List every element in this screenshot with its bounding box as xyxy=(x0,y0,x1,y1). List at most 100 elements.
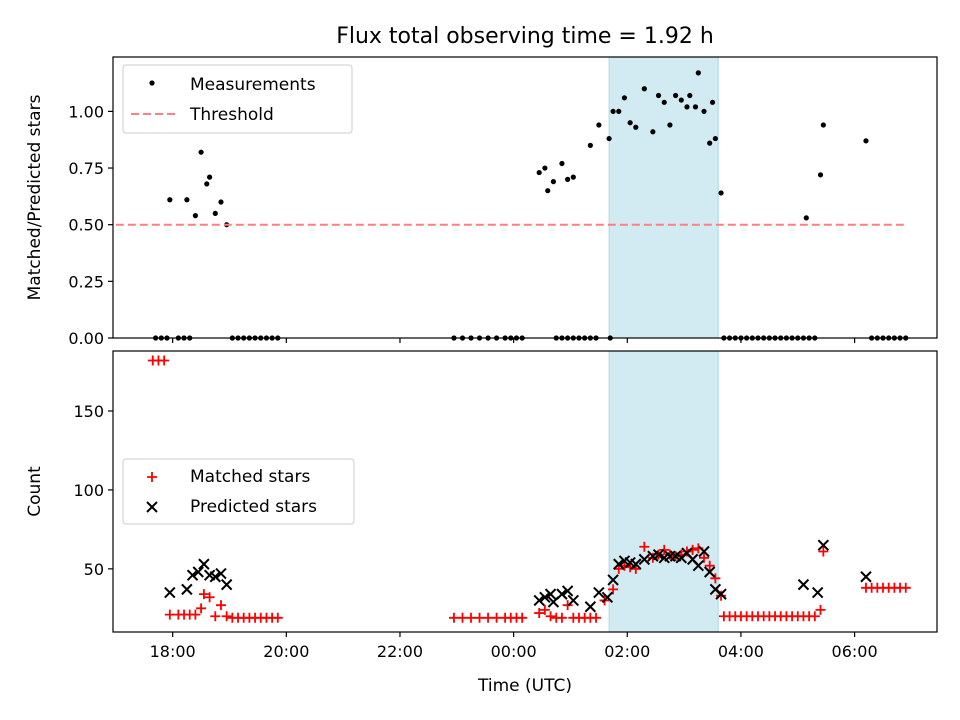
measurement-point xyxy=(587,142,593,148)
measurement-point xyxy=(817,172,824,178)
legend-box xyxy=(122,64,353,134)
matched-star-point xyxy=(556,612,567,623)
measurement-point xyxy=(661,99,667,105)
predicted-star-point xyxy=(567,594,580,607)
predicted-star-point xyxy=(539,591,551,603)
predicted-star-point xyxy=(561,585,574,597)
predicted-star-point xyxy=(164,586,176,599)
legend-box xyxy=(122,458,355,525)
predicted-star-point xyxy=(652,548,665,561)
top-panel: 0.00 0.25 0.50 0.75 1.00 Matched/Predicted st… xyxy=(25,56,938,348)
predicted-star-point xyxy=(593,586,605,599)
measurement-point xyxy=(695,70,701,76)
legend-label-matched: Matched stars xyxy=(190,467,310,487)
predicted-star-point xyxy=(556,588,568,600)
legend-label-predicted: Predicted stars xyxy=(190,497,317,517)
matched-star-point xyxy=(221,611,232,622)
matched-star-point xyxy=(272,612,283,623)
x-tick-label: 22:00 xyxy=(377,642,423,661)
y-tick-label: 0.75 xyxy=(68,159,104,178)
predicted-star-point xyxy=(715,588,727,600)
y-tick-label: 100 xyxy=(73,481,104,500)
measurement-point xyxy=(627,120,633,126)
legend-measurement-marker xyxy=(149,80,155,86)
measurement-point xyxy=(565,176,571,182)
matched-star-point xyxy=(215,600,226,611)
measurement-point xyxy=(687,92,693,99)
predicted-star-point xyxy=(607,574,619,586)
measurement-point xyxy=(621,95,628,101)
predicted-star-point xyxy=(811,586,824,599)
matched-star-point xyxy=(198,589,209,600)
measurement-point xyxy=(536,169,542,176)
legend-matched-marker xyxy=(147,472,157,482)
predicted-star-point xyxy=(220,578,233,591)
matched-star-point xyxy=(818,546,829,557)
measurement-point xyxy=(198,149,204,155)
matched-star-point xyxy=(699,552,710,563)
x-tick-label: 06:00 xyxy=(832,642,878,661)
y-tick-label: 0.00 xyxy=(68,329,104,348)
y-tick-label: 1.00 xyxy=(68,102,104,121)
predicted-star-point xyxy=(817,539,830,551)
matched-star-point xyxy=(483,612,494,623)
matched-star-point xyxy=(815,604,826,615)
matched-star-point xyxy=(900,582,911,593)
legend-label-threshold: Threshold xyxy=(189,105,274,125)
legend-predicted-marker xyxy=(146,501,158,513)
matched-star-point xyxy=(545,611,556,622)
measurement-point xyxy=(550,179,557,185)
predicted-star-point xyxy=(186,569,199,581)
measurement-point xyxy=(718,190,724,196)
measurement-point xyxy=(707,140,713,146)
matched-star-point xyxy=(562,600,573,611)
predicted-star-point xyxy=(198,558,210,570)
measurement-point xyxy=(667,122,673,128)
predicted-star-point xyxy=(215,567,227,580)
measurement-point xyxy=(167,197,173,203)
y-tick-label: 0.50 xyxy=(68,216,104,235)
matched-star-point xyxy=(591,612,602,623)
matched-star-point xyxy=(704,560,715,571)
matched-star-point xyxy=(681,546,692,557)
predicted-star-point xyxy=(601,591,614,603)
matched-star-point xyxy=(608,584,619,595)
x-tick-label: 18:00 xyxy=(150,642,196,661)
matched-star-point xyxy=(190,609,201,620)
measurement-point xyxy=(606,135,612,142)
bottom-panel: 50 100 150 18:00 20:00 22:00 00:00 02:00 04:00 06… xyxy=(25,350,938,696)
matched-star-point xyxy=(466,612,477,623)
measurement-point xyxy=(709,99,716,105)
measurement-point xyxy=(672,92,679,99)
measurement-point xyxy=(616,108,622,114)
measurement-point xyxy=(701,108,707,114)
matched-star-point xyxy=(517,612,528,623)
x-tick-label: 00:00 xyxy=(491,642,537,661)
measurement-point xyxy=(610,108,616,114)
x-tick-label: 20:00 xyxy=(263,642,309,661)
measurement-point xyxy=(863,138,869,144)
measurement-point xyxy=(545,188,551,194)
predicted-star-point xyxy=(698,545,710,558)
matched-star-point xyxy=(159,355,170,366)
measurement-point xyxy=(684,104,690,110)
measurement-point xyxy=(650,129,656,135)
matched-star-point xyxy=(659,544,670,555)
measurement-point xyxy=(820,122,826,128)
matched-star-point xyxy=(639,541,650,552)
matched-star-point xyxy=(491,612,502,623)
measurement-point xyxy=(692,104,699,110)
measurement-point xyxy=(641,86,647,92)
measurement-point xyxy=(570,174,576,180)
predicted-star-point xyxy=(797,578,810,591)
predicted-star-point xyxy=(544,588,557,600)
measurement-point xyxy=(207,174,213,180)
predicted-star-point xyxy=(692,559,705,572)
matched-star-point xyxy=(809,611,820,622)
matched-star-point xyxy=(164,609,175,620)
measurement-point xyxy=(192,213,198,219)
axes-frame xyxy=(112,350,938,633)
y-tick-label: 50 xyxy=(84,560,104,579)
axes-frame xyxy=(112,56,938,339)
